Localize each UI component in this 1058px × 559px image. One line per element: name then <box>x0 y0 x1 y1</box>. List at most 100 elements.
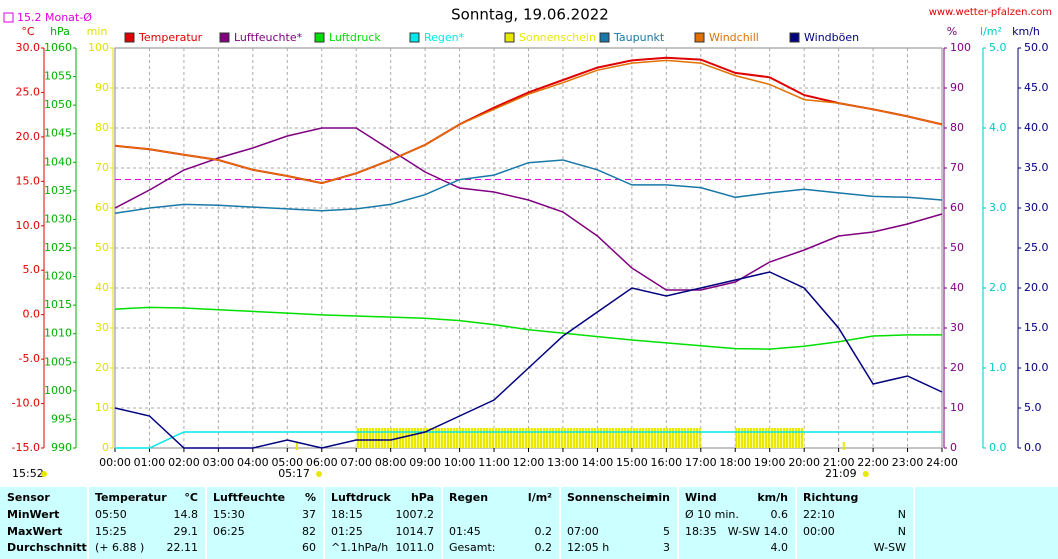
legend-swatch <box>599 32 610 43</box>
annotation: 21:09 <box>825 467 857 480</box>
table-cell: Temperatur <box>95 491 167 504</box>
table-cell: 18:15 <box>331 508 363 521</box>
y-tick-label: 10.0 <box>1024 361 1049 374</box>
legend-label: Sonnenschein <box>519 31 596 44</box>
table-cell: 05:50 <box>95 508 127 521</box>
axis-label: % <box>947 25 957 38</box>
table-cell: % <box>305 491 316 504</box>
legend-swatch <box>789 32 800 43</box>
y-tick-label: 60 <box>95 201 109 214</box>
y-tick-label: 0.0 <box>23 308 41 321</box>
y-tick-label: 10.0 <box>16 219 41 232</box>
table-cell: Sonnenschein <box>567 491 653 504</box>
table-cell: 14.8 <box>174 508 199 521</box>
legend-swatch <box>504 32 515 43</box>
y-tick-label: 1030 <box>44 212 72 225</box>
y-tick-label: 4.0 <box>989 121 1007 134</box>
x-tick-label: 24:00 <box>926 456 958 469</box>
x-tick-label: 07:00 <box>340 456 372 469</box>
x-tick-label: 11:00 <box>478 456 510 469</box>
table-cell: Ø 10 min. <box>685 508 739 521</box>
table-bg <box>0 487 1058 559</box>
legend-swatch <box>694 32 705 43</box>
sun-icon <box>316 471 323 477</box>
sunshine-bar <box>390 428 426 448</box>
y-tick-label: 35.0 <box>1024 161 1049 174</box>
y-tick-label: 70 <box>950 161 964 174</box>
y-tick-label: 1010 <box>44 327 72 340</box>
x-tick-label: 08:00 <box>375 456 407 469</box>
y-tick-label: 15.0 <box>16 174 41 187</box>
y-tick-label: 40.0 <box>1024 121 1049 134</box>
table-cell: Sensor <box>7 491 50 504</box>
table-cell: 3 <box>663 541 670 554</box>
table-cell: Regen <box>449 491 488 504</box>
table-cell: 0.2 <box>535 525 553 538</box>
legend-label: Temperatur <box>138 31 203 44</box>
y-tick-label: 1015 <box>44 298 72 311</box>
y-tick-label: -10.0 <box>12 397 40 410</box>
y-tick-label: 10 <box>95 401 109 414</box>
sunshine-bar <box>494 428 529 448</box>
x-tick-label: 13:00 <box>547 456 579 469</box>
sun-icon <box>41 471 47 477</box>
y-tick-label: 990 <box>51 441 72 454</box>
y-tick-label: 1060 <box>44 41 72 54</box>
y-tick-label: 1.0 <box>989 361 1007 374</box>
x-tick-label: 06:00 <box>306 456 338 469</box>
y-tick-label: 1035 <box>44 184 72 197</box>
series-line <box>114 306 942 350</box>
table-cell: Luftfeuchte <box>213 491 285 504</box>
y-tick-label: 0 <box>102 441 109 454</box>
y-tick-label: 80 <box>95 121 109 134</box>
series-line <box>114 159 943 215</box>
table-cell: min <box>647 491 670 504</box>
sunshine-bar <box>425 428 460 448</box>
sunshine-bar <box>597 428 632 448</box>
y-tick-label: 100 <box>950 41 971 54</box>
table-cell: 1007.2 <box>396 508 435 521</box>
sunshine-bar <box>459 428 495 448</box>
x-tick-label: 21:00 <box>823 456 855 469</box>
chart-title: Sonntag, 19.06.2022 <box>451 6 609 24</box>
x-tick-label: 00:00 <box>99 456 131 469</box>
y-tick-label: 1005 <box>44 355 72 368</box>
y-tick-label: 1025 <box>44 241 72 254</box>
table-cell: 07:00 <box>567 525 599 538</box>
legend-swatch <box>314 32 325 43</box>
y-tick-label: 20.0 <box>16 130 41 143</box>
y-tick-label: 45.0 <box>1024 81 1049 94</box>
y-tick-label: 5.0 <box>1024 401 1042 414</box>
x-tick-label: 14:00 <box>582 456 614 469</box>
annotation: 05:17 <box>278 467 310 480</box>
legend-swatch <box>219 32 230 43</box>
axis-label: °C <box>21 25 35 38</box>
table-cell: (+ 6.88 ) <box>95 541 144 554</box>
avg-icon <box>3 12 14 23</box>
y-tick-label: 0.0 <box>1024 441 1042 454</box>
series-line <box>114 59 943 184</box>
table-cell: Luftdruck <box>331 491 392 504</box>
source: www.wetter-pfalzen.com <box>929 7 1052 18</box>
monthly-average-label: 15.2 Monat-Ø <box>17 11 92 24</box>
y-tick-label: 60 <box>950 201 964 214</box>
series-line <box>114 127 943 291</box>
table-cell: 5 <box>663 525 670 538</box>
table-cell: 29.1 <box>174 525 199 538</box>
x-tick-label: 04:00 <box>237 456 269 469</box>
y-tick-label: 5.0 <box>23 263 41 276</box>
y-tick-label: 25.0 <box>16 85 41 98</box>
table-cell: 22.11 <box>167 541 199 554</box>
series-line <box>115 431 942 449</box>
y-tick-label: 995 <box>51 412 72 425</box>
axis-label: km/h <box>1012 25 1040 38</box>
table-cell: Wind <box>685 491 717 504</box>
axis-label: l/m² <box>980 25 1002 38</box>
table-cell: 4.0 <box>771 541 789 554</box>
y-tick-label: 30 <box>950 321 964 334</box>
table-cell: Durchschnitt <box>7 541 87 554</box>
x-tick-label: 23:00 <box>892 456 924 469</box>
x-tick-label: 05:00 <box>271 456 303 469</box>
sunshine-bar <box>769 428 805 448</box>
y-tick-label: 1045 <box>44 127 72 140</box>
